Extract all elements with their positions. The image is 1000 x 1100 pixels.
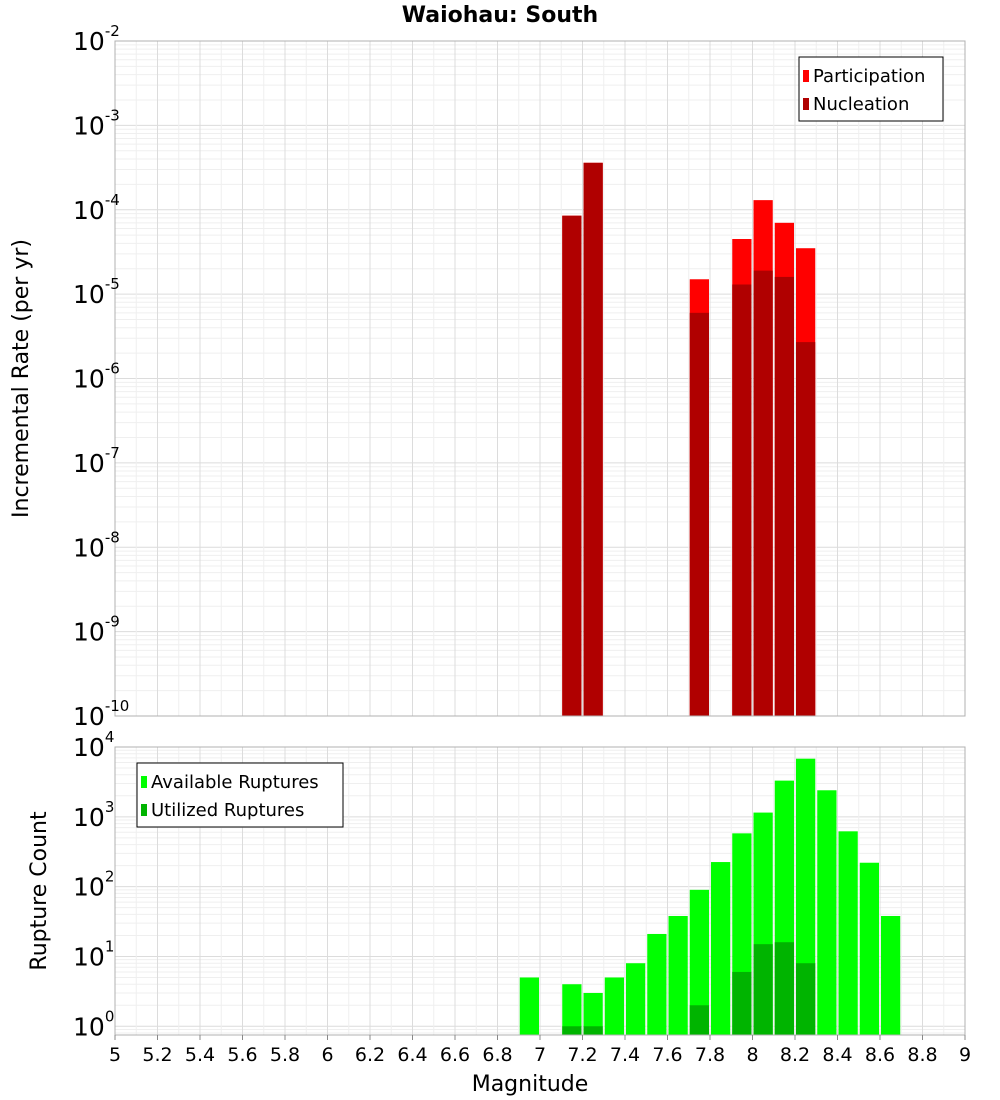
x-tick-label: 7.8 <box>695 1044 725 1066</box>
x-tick-label: 8.8 <box>907 1044 937 1066</box>
x-tick-label: 5.8 <box>270 1044 300 1066</box>
y-tick-label: 10-10 <box>73 697 129 731</box>
x-axis-label: Magnitude <box>472 1072 589 1097</box>
bar-utilized-ruptures <box>689 1005 709 1035</box>
bar-available-ruptures <box>562 984 582 1035</box>
top-plot-frame <box>114 40 966 717</box>
x-tick-label: 5.6 <box>227 1044 257 1066</box>
x-tick-label: 7.2 <box>567 1044 597 1066</box>
bar-available-ruptures <box>626 963 646 1035</box>
legend-label: Available Ruptures <box>151 772 319 793</box>
legend-box <box>136 762 344 828</box>
x-tick-label: 6 <box>321 1044 333 1066</box>
bar-nucleation <box>753 270 773 716</box>
bottom-plot: 100 101 102 103 104 5 5.2 5.4 5.6 5.8 6 6.2 6.4 6.6 6… <box>27 728 971 1097</box>
y-tick-label: 10-6 <box>73 360 120 394</box>
bar-utilized-ruptures <box>796 963 816 1035</box>
top-grid <box>114 40 966 717</box>
bar-available-ruptures <box>668 915 688 1035</box>
bar-available-ruptures <box>604 977 624 1035</box>
chart-title: Waiohau: South <box>402 3 598 28</box>
legend-swatch <box>803 70 809 82</box>
x-tick-label: 7.6 <box>652 1044 682 1066</box>
bar-available-ruptures <box>583 992 603 1035</box>
legend-label: Participation <box>813 66 925 87</box>
bar-available-ruptures <box>647 933 667 1035</box>
y-tick-label: 100 <box>73 1007 114 1041</box>
legend-label: Nucleation <box>813 94 909 115</box>
x-tick-label: 9 <box>959 1044 971 1066</box>
bar-available-ruptures <box>711 862 731 1035</box>
bottom-bars <box>519 758 901 1035</box>
legend-swatch <box>141 804 147 816</box>
x-tick-label: 5.4 <box>185 1044 215 1066</box>
top-y-axis-label: Incremental Rate (per yr) <box>9 239 34 518</box>
bar-nucleation <box>774 276 794 716</box>
top-plot: 10-10 10-9 10-8 10-7 10-6 10-5 10-4 10-3 10-2 In… <box>9 22 966 731</box>
y-tick-label: 101 <box>73 937 114 971</box>
x-tick-label: 8 <box>746 1044 758 1066</box>
x-tick-label: 7 <box>534 1044 546 1066</box>
x-tick-label: 6.4 <box>397 1044 427 1066</box>
bar-nucleation <box>562 215 582 717</box>
top-bars <box>562 162 816 717</box>
x-tick-label: 8.2 <box>780 1044 810 1066</box>
y-tick-label: 10-8 <box>73 528 120 562</box>
legend-swatch <box>141 776 147 788</box>
bar-utilized-ruptures <box>732 971 752 1035</box>
x-tick-label: 6.8 <box>482 1044 512 1066</box>
bar-nucleation <box>583 162 603 716</box>
top-legend: Participation Nucleation <box>798 56 944 122</box>
bar-utilized-ruptures <box>774 942 794 1035</box>
y-tick-label: 104 <box>73 728 114 762</box>
bottom-y-ticks: 100 101 102 103 104 <box>73 728 114 1041</box>
x-tick-label: 6.2 <box>355 1044 385 1066</box>
bar-available-ruptures <box>881 915 901 1035</box>
bar-utilized-ruptures <box>583 1026 603 1035</box>
x-tick-label: 5.2 <box>142 1044 172 1066</box>
y-tick-label: 10-5 <box>73 275 120 309</box>
x-tick-label: 8.4 <box>822 1044 852 1066</box>
legend-box <box>798 56 944 122</box>
bar-available-ruptures <box>519 977 539 1035</box>
bar-available-ruptures <box>817 790 837 1035</box>
bottom-legend: Available Ruptures Utilized Ruptures <box>136 762 344 828</box>
y-tick-label: 10-4 <box>73 191 120 225</box>
bar-available-ruptures <box>838 831 858 1035</box>
x-tick-label: 8.6 <box>865 1044 895 1066</box>
x-tick-label: 6.6 <box>440 1044 470 1066</box>
bar-nucleation <box>796 342 816 716</box>
x-tick-label: 5 <box>109 1044 121 1066</box>
legend-swatch <box>803 98 809 110</box>
x-tick-label: 7.4 <box>610 1044 640 1066</box>
bottom-y-axis-label: Rupture Count <box>27 811 52 971</box>
bar-nucleation <box>689 312 709 716</box>
legend-label: Utilized Ruptures <box>151 800 304 821</box>
y-tick-label: 10-9 <box>73 613 120 647</box>
top-y-ticks: 10-10 10-9 10-8 10-7 10-6 10-5 10-4 10-3 10-2 <box>73 22 129 731</box>
y-tick-label: 10-7 <box>73 444 120 478</box>
bar-utilized-ruptures <box>562 1026 582 1035</box>
y-tick-label: 10-2 <box>73 22 120 56</box>
y-tick-label: 10-3 <box>73 106 120 140</box>
y-tick-label: 103 <box>73 798 114 832</box>
bar-available-ruptures <box>689 889 709 1035</box>
x-ticks: 5 5.2 5.4 5.6 5.8 6 6.2 6.4 6.6 6.8 7 7.2 7.4 7.6 7.8 8… <box>109 1035 971 1066</box>
bar-available-ruptures <box>859 862 879 1035</box>
y-tick-label: 102 <box>73 868 114 902</box>
bar-nucleation <box>732 284 752 716</box>
bar-utilized-ruptures <box>753 944 773 1035</box>
